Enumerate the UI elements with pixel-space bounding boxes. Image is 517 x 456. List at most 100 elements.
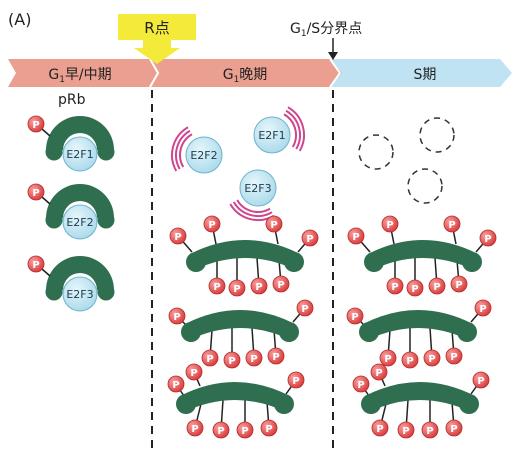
phosphate-group: P bbox=[208, 277, 226, 295]
phosphate-circle bbox=[450, 275, 468, 293]
phosphate-group: P bbox=[479, 229, 497, 247]
prb-protein bbox=[185, 310, 295, 340]
prb-e2f-complex: E2F2 P bbox=[27, 183, 115, 240]
phosphate-group: P bbox=[169, 227, 187, 245]
phosphate-group: P bbox=[428, 277, 446, 295]
phase-label-g1-late: G1晚期 bbox=[223, 67, 268, 85]
phosphate-group: P bbox=[352, 375, 370, 393]
phosphate-label: P bbox=[173, 312, 180, 323]
release-arc bbox=[285, 109, 301, 150]
prb-protein bbox=[46, 116, 114, 150]
prb-end bbox=[361, 394, 381, 414]
phosphate-circle bbox=[236, 421, 254, 439]
phosphate-label: P bbox=[228, 356, 235, 367]
phosphate-label: P bbox=[484, 234, 491, 245]
phase-label-s: S期 bbox=[414, 67, 437, 83]
phosphate-circle bbox=[423, 349, 441, 367]
phosphate-label: P bbox=[384, 354, 391, 365]
phosphate-circle bbox=[479, 229, 497, 247]
phosphate-circle bbox=[301, 229, 319, 247]
phosphate-circle bbox=[185, 363, 203, 381]
release-arc bbox=[171, 126, 189, 172]
phosphate-label: P bbox=[174, 232, 181, 243]
prb-end bbox=[459, 394, 479, 414]
hyperphosphorylated-prb: P P P P P P bbox=[346, 299, 492, 369]
phosphate-circle bbox=[27, 255, 45, 273]
e2f-label: E2F2 bbox=[66, 216, 93, 229]
release-arc bbox=[287, 106, 305, 152]
phosphate-circle bbox=[212, 421, 230, 439]
e2f-bound-e2f2: E2F2 bbox=[62, 204, 98, 240]
phosphate-circle bbox=[296, 299, 314, 317]
phosphate-circle bbox=[406, 279, 424, 297]
phosphate-group: P bbox=[371, 419, 389, 437]
phosphate-group: P bbox=[445, 347, 463, 365]
phosphate-circle bbox=[421, 421, 439, 439]
released-e2f-placeholder bbox=[419, 117, 455, 153]
phosphate-circle bbox=[167, 375, 185, 393]
prb-e2f-complex: E2F1 P bbox=[27, 115, 115, 172]
g1s-boundary-label: G1/S分界点 bbox=[290, 21, 362, 39]
phosphate-circle bbox=[371, 419, 389, 437]
e2f-free: E2F1 bbox=[253, 116, 291, 154]
release-arc bbox=[175, 129, 191, 170]
phase-s-band bbox=[330, 59, 512, 87]
e2f-label: E2F3 bbox=[244, 182, 271, 195]
band-separator bbox=[329, 58, 342, 88]
phosphate-label: P bbox=[270, 220, 277, 231]
phosphate-circle bbox=[445, 419, 463, 437]
free-e2f-e2f2: E2F2 bbox=[171, 126, 223, 174]
phosphate-label: P bbox=[32, 120, 39, 131]
prb-end bbox=[181, 322, 201, 342]
phosphate-circle bbox=[428, 277, 446, 295]
phosphate-label: P bbox=[32, 260, 39, 271]
phosphate-group: P bbox=[445, 419, 463, 437]
phosphate-circle bbox=[386, 277, 404, 295]
phosphate-label: P bbox=[352, 232, 359, 243]
e2f-circle bbox=[253, 116, 291, 154]
phosphate-label: P bbox=[277, 280, 284, 291]
prb-end bbox=[45, 211, 63, 229]
phosphate-group: P bbox=[347, 227, 365, 245]
phosphate-circle bbox=[203, 215, 221, 233]
phosphate-group: P bbox=[265, 215, 283, 233]
prb-end bbox=[457, 322, 477, 342]
phosphate-group: P bbox=[212, 421, 230, 439]
phosphate-circle bbox=[443, 215, 461, 233]
phosphate-group: P bbox=[27, 115, 45, 133]
phosphate-label: P bbox=[306, 234, 313, 245]
e2f-label: E2F2 bbox=[190, 149, 217, 162]
release-arcs bbox=[171, 126, 193, 172]
hyperphosphorylated-prb: P P P P P P P P bbox=[169, 215, 319, 297]
g1s-boundary-arrow-head bbox=[328, 52, 338, 60]
e2f-free: E2F2 bbox=[185, 136, 223, 174]
release-arc bbox=[232, 201, 273, 217]
free-e2f-e2f3: E2F3 bbox=[229, 169, 277, 221]
phosphate-group: P bbox=[370, 363, 388, 381]
phosphate-label: P bbox=[265, 424, 272, 435]
phosphate-group: P bbox=[203, 215, 221, 233]
phosphate-circle bbox=[347, 227, 365, 245]
phosphate-label: P bbox=[450, 424, 457, 435]
phosphate-label: P bbox=[411, 284, 418, 295]
phosphate-group: P bbox=[443, 215, 461, 233]
phosphate-group: P bbox=[236, 421, 254, 439]
phosphate-group: P bbox=[267, 347, 285, 365]
phosphate-group: P bbox=[423, 349, 441, 367]
phosphate-label: P bbox=[450, 352, 457, 363]
phosphate-label: P bbox=[172, 380, 179, 391]
phosphate-label: P bbox=[433, 282, 440, 293]
e2f-label: E2F1 bbox=[258, 129, 285, 142]
r-point-marker: R点 bbox=[118, 14, 196, 64]
phosphate-label: P bbox=[428, 354, 435, 365]
hyperphosphorylated-prb: P P P P P P P P bbox=[347, 215, 497, 297]
prb-end bbox=[274, 394, 294, 414]
e2f-bound-e2f3: E2F3 bbox=[62, 276, 98, 312]
phosphate-label: P bbox=[357, 380, 364, 391]
prb-label: pRb bbox=[58, 92, 86, 108]
r-point-arrow bbox=[134, 40, 180, 64]
phosphate-group: P bbox=[379, 349, 397, 367]
